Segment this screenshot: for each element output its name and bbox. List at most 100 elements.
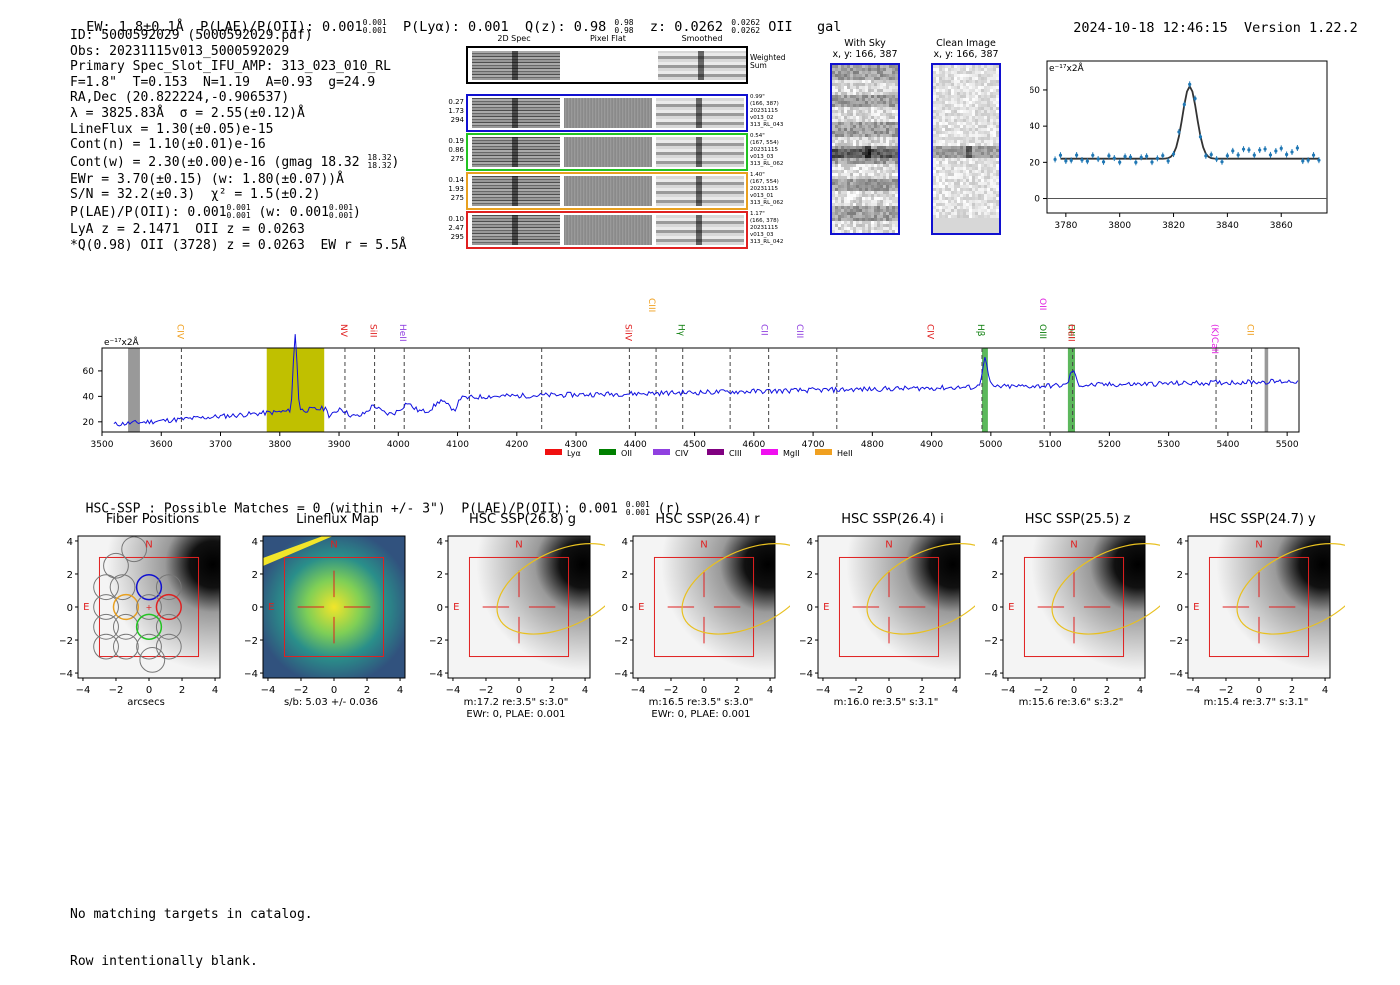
hsc-ytick: 4	[67, 537, 73, 548]
zoom-data-point	[1285, 152, 1289, 157]
spec-xtick: 5200	[1098, 440, 1121, 450]
spec-xtick: 3700	[209, 440, 232, 450]
footer-line-2: Row intentionally blank.	[70, 953, 258, 969]
col-title-pixelflat: Pixel Flat	[590, 34, 626, 43]
north-label: N	[700, 540, 707, 551]
spec-line-label: SiIV	[622, 324, 632, 342]
zoom-data-point	[1075, 153, 1079, 157]
zoom-data-point	[1236, 153, 1240, 157]
zoom-ytick: 60	[1030, 86, 1040, 96]
cutout-values: 0.14 1.93 275	[448, 176, 464, 202]
zoom-data-point	[1241, 147, 1246, 151]
legend-swatch	[653, 449, 670, 455]
hsc-xtick: 4	[1322, 685, 1328, 696]
fiber-circle	[112, 593, 140, 621]
hsc-caption: m:17.2 re:3.5" s:3.0"	[463, 697, 569, 708]
hsc-xtick: −2	[1219, 685, 1234, 696]
hsc-ytick: 2	[992, 570, 998, 581]
east-label: E	[638, 602, 644, 613]
hsc-ytick: −4	[60, 669, 73, 680]
hsc-xtick: 2	[549, 685, 555, 696]
hsc-panel-image: + N E 4 2 0 −2 −4−4 −2 0 2 4	[60, 535, 221, 696]
weighted-2dspec-image	[472, 51, 560, 80]
north-label: N	[1070, 540, 1077, 551]
hsc-caption-2: EWr: 0, PLAE: 0.001	[466, 709, 566, 720]
fiber-circle	[135, 613, 163, 640]
hsc-xtick: 2	[734, 685, 740, 696]
search-box	[1208, 556, 1310, 658]
fiber-circle	[109, 574, 136, 601]
hsc-ytick: −2	[985, 636, 998, 647]
hsc-xtick: −4	[816, 685, 831, 696]
spec-line-label: CIII	[794, 324, 804, 338]
fiber-circle	[93, 613, 119, 640]
zoom-xtick: 3820	[1162, 221, 1185, 231]
hsc-panel-title: Fiber Positions	[105, 512, 200, 527]
zoom-data-point	[1161, 153, 1165, 158]
spec-xtick: 4800	[861, 440, 884, 450]
north-label: N	[1255, 540, 1262, 551]
fiber-circle	[113, 633, 139, 660]
spec-xtick: 4500	[683, 440, 706, 450]
info-block: ID: 5000592029 (5000592029.pdf) Obs: 202…	[70, 28, 407, 253]
hsc-ytick: 4	[437, 537, 443, 548]
weighted-sum-box	[466, 46, 748, 84]
zoom-data-point	[1107, 154, 1111, 158]
hsc-xtick: 0	[331, 685, 337, 696]
zoom-data-point	[1247, 148, 1251, 152]
hsc-xtick: −4	[446, 685, 461, 696]
hsc-xtick: −2	[849, 685, 864, 696]
hsc-xtick: −4	[1001, 685, 1016, 696]
spec-xtick: 4600	[742, 440, 765, 450]
hsc-ytick: 2	[622, 570, 628, 581]
spec-line-label: SiII	[368, 324, 378, 338]
hsc-caption-2: EWr: 0, PLAE: 0.001	[651, 709, 751, 720]
zoom-data-point	[1279, 146, 1283, 150]
fiber-circle	[155, 593, 182, 621]
hsc-ytick: 0	[992, 603, 998, 614]
hsc-xtick: 4	[582, 685, 588, 696]
hsc-xtick: 2	[919, 685, 925, 696]
hsc-ytick: −2	[615, 636, 628, 647]
legend-label: Lyα	[567, 449, 581, 458]
cutout-pixelflat	[564, 215, 652, 245]
hsc-xtick: −2	[109, 685, 124, 696]
zoom-data-point	[1166, 159, 1170, 163]
zoom-xtick: 3840	[1216, 221, 1239, 231]
legend-swatch	[761, 449, 778, 455]
hsc-xtick: 0	[516, 685, 522, 696]
hsc-caption: m:16.0 re:3.5" s:3.1"	[833, 697, 939, 708]
hsc-ytick: 4	[1177, 537, 1183, 548]
fiber-circle	[121, 536, 148, 563]
hsc-header: HSC-SSP : Possible Matches = 0 (within +…	[85, 500, 682, 517]
hsc-caption: m:16.5 re:3.5" s:3.0"	[648, 697, 754, 708]
info-q: *Q(0.98) OII (3728) z = 0.0263 EW r = 5.…	[70, 237, 407, 253]
hsc-xtick: 4	[1137, 685, 1143, 696]
search-box	[468, 556, 570, 658]
east-label: E	[83, 602, 89, 613]
spec-xtick: 5400	[1216, 440, 1239, 450]
hsc-panel: HSC SSP(25.5) z N E 4 2 0 −2 −4 −4 −2 0 2 4 m:15.6 re…	[985, 512, 1170, 722]
zoom-ylabel: e⁻¹⁷x2Å	[1049, 62, 1085, 74]
spec-line-label: CIII	[646, 298, 656, 312]
zoom-data-point	[1064, 159, 1068, 163]
plae-value: P(LAE)/P(OII): 0.0010.001 0.001	[200, 18, 387, 36]
hsc-ytick: −4	[615, 669, 628, 680]
hsc-panel-title: HSC SSP(26.4) r	[655, 512, 760, 527]
spec-xtick: 4300	[565, 440, 588, 450]
hsc-xtick: −2	[1034, 685, 1049, 696]
spec-line-label: Hγ	[676, 324, 686, 337]
clean-image-title: Clean Image x, y: 166, 387	[933, 38, 999, 60]
zoom-data-point	[1295, 146, 1299, 150]
fiber-circle	[139, 646, 166, 673]
zoom-data-point	[1085, 159, 1089, 163]
hsc-panel-title: Lineflux Map	[296, 512, 379, 527]
spec-xtick: 3600	[150, 440, 173, 450]
search-box	[1023, 556, 1125, 658]
hsc-xtick: 0	[1071, 685, 1077, 696]
hsc-ytick: 2	[437, 570, 443, 581]
hsc-panel-image: N E 4 2 0 −2 −4−4 −2 0 2 4	[245, 535, 406, 696]
hsc-ytick: 0	[622, 603, 628, 614]
zoom-data-point	[1145, 154, 1149, 158]
zoom-ytick: 0	[1034, 195, 1040, 205]
